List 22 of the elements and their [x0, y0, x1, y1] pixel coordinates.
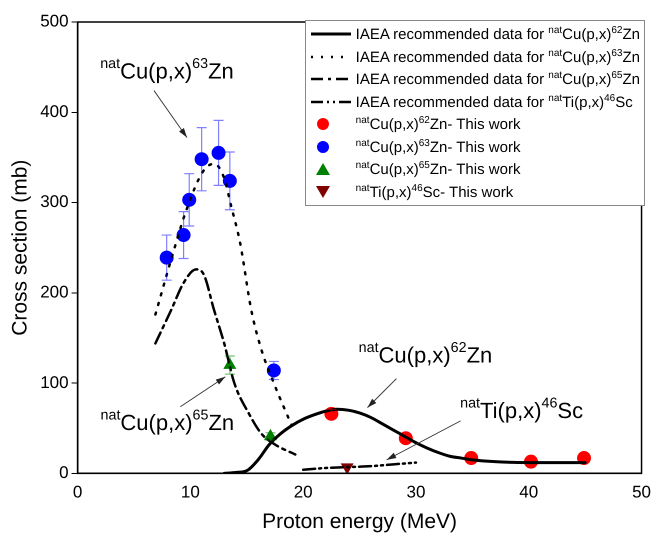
- x-tick-label: 40: [519, 482, 538, 502]
- y-tick-label: 100: [40, 372, 69, 392]
- y-tick-label: 400: [40, 102, 69, 121]
- legend-label: $^{nat}$Cu(p,x)$^{63}$Zn- This work: [356, 138, 520, 156]
- legend-label: IAEA recommended data for $^{nat}$Cu(p,x)$^{62}$Zn: [356, 25, 640, 44]
- x-tick-label: 10: [180, 482, 200, 502]
- y-tick-label: 300: [40, 192, 69, 212]
- x-tick-label: 20: [294, 482, 313, 502]
- y-axis-title: Cross section (mb): [8, 160, 32, 336]
- y-tick-label: 200: [40, 282, 69, 302]
- legend-label: IAEA recommended data for $^{nat}$Cu(p,x)$^{65}$Zn: [356, 70, 640, 88]
- x-tick-label: 30: [406, 482, 426, 502]
- x-tick-label: 0: [72, 482, 82, 502]
- x-tick-label: 50: [632, 482, 652, 502]
- legend-label: $^{nat}$Cu(p,x)$^{62}$Zn- This work: [356, 115, 520, 134]
- y-tick-label: 0: [59, 463, 69, 482]
- x-axis-title: Proton energy (MeV): [262, 510, 458, 534]
- legend-label: IAEA recommended data for $^{nat}$Ti(p,x)$^{46}$Sc: [356, 92, 633, 111]
- legend-label: $^{nat}$Cu(p,x)$^{65}$Zn- This work: [356, 160, 520, 178]
- legend-label: IAEA recommended data for $^{nat}$Cu(p,x)$^{63}$Zn: [356, 48, 640, 66]
- legend-label: $^{nat}$Ti(p,x)$^{46}$Sc- This work: [356, 182, 514, 201]
- y-tick-label: 500: [40, 12, 69, 31]
